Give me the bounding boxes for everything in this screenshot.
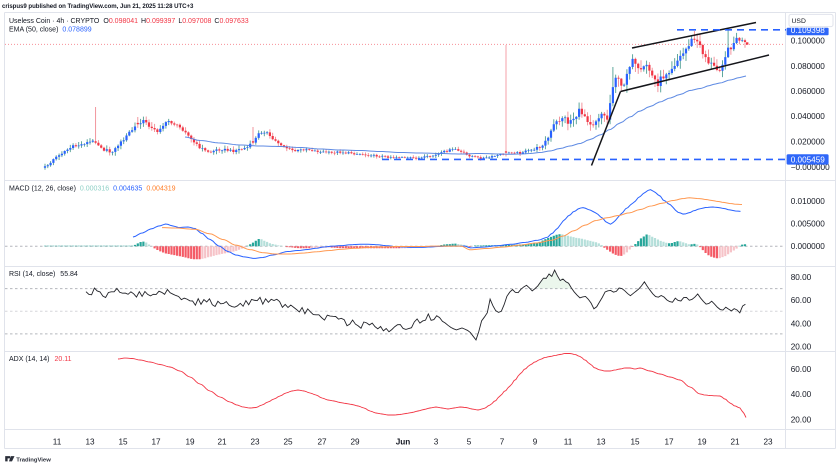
svg-text:0.010000: 0.010000	[791, 197, 826, 206]
svg-text:0.000000: 0.000000	[791, 242, 826, 251]
svg-text:29: 29	[350, 438, 360, 447]
svg-text:0.080000: 0.080000	[791, 62, 826, 71]
svg-text:23: 23	[763, 438, 773, 447]
svg-text:0.109398: 0.109398	[791, 26, 826, 35]
svg-text:23: 23	[250, 438, 260, 447]
svg-text:20.00: 20.00	[791, 415, 812, 424]
svg-text:21: 21	[730, 438, 740, 447]
svg-text:TradingView: TradingView	[16, 457, 51, 463]
svg-text:19: 19	[697, 438, 707, 447]
svg-text:17: 17	[151, 438, 161, 447]
svg-text:5: 5	[467, 438, 472, 447]
svg-text:11: 11	[53, 438, 62, 447]
svg-text:0.005000: 0.005000	[791, 219, 826, 228]
svg-text:20.00: 20.00	[791, 343, 812, 352]
svg-text:40.00: 40.00	[791, 390, 812, 399]
svg-text:9: 9	[533, 438, 538, 447]
svg-text:13: 13	[596, 438, 606, 447]
svg-text:3: 3	[434, 438, 439, 447]
svg-text:40.00: 40.00	[791, 319, 812, 328]
svg-text:60.00: 60.00	[791, 365, 812, 374]
svg-text:25: 25	[283, 438, 293, 447]
svg-text:60.00: 60.00	[791, 296, 812, 305]
svg-text:−0.000000: −0.000000	[791, 163, 830, 172]
svg-text:ADX (14, 14)20.11: ADX (14, 14) 20.11	[9, 356, 72, 363]
svg-text:0.020000: 0.020000	[791, 137, 826, 146]
svg-text:0.005459: 0.005459	[791, 156, 826, 165]
svg-text:11: 11	[564, 438, 573, 447]
svg-text:13: 13	[85, 438, 95, 447]
svg-text:EMA (50, close)0.078899: EMA (50, close) 0.078899	[9, 27, 92, 34]
svg-text:80.00: 80.00	[791, 273, 812, 282]
svg-text:27: 27	[317, 438, 327, 447]
svg-text:21: 21	[217, 438, 227, 447]
svg-text:19: 19	[185, 438, 195, 447]
svg-text:crispus9 published on TradingV: crispus9 published on TradingView.com, J…	[2, 3, 194, 10]
svg-text:0.040000: 0.040000	[791, 112, 826, 121]
svg-text:RSI (14, close)55.84: RSI (14, close) 55.84	[9, 271, 78, 278]
svg-text:7: 7	[500, 438, 505, 447]
svg-text:USD: USD	[792, 18, 806, 25]
svg-text:0.060000: 0.060000	[791, 87, 826, 96]
svg-text:Jun: Jun	[396, 438, 411, 447]
svg-text:0.100000: 0.100000	[791, 37, 826, 46]
svg-text:15: 15	[630, 438, 640, 447]
svg-text:15: 15	[118, 438, 128, 447]
svg-text:17: 17	[664, 438, 674, 447]
